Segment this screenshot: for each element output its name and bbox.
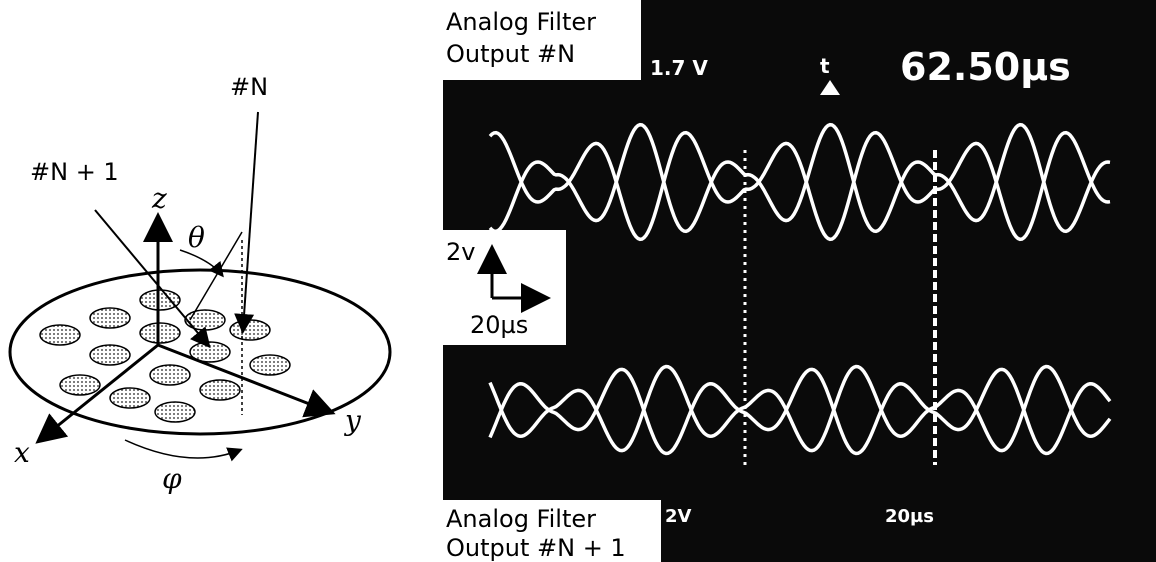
array-element xyxy=(140,323,180,343)
label-n: #N xyxy=(230,73,268,101)
volts-readout: 1.7 V xyxy=(650,56,708,80)
figure: #N #N + 1 z θ x y φ Analog Filter Output… xyxy=(0,0,1156,562)
array-element xyxy=(250,355,290,375)
label-y: y xyxy=(343,404,362,437)
array-element xyxy=(230,320,270,340)
bottom-volts: 2V xyxy=(665,506,692,527)
label-n1: #N + 1 xyxy=(30,158,119,186)
array-diagram: #N #N + 1 z θ x y φ xyxy=(10,73,390,495)
bottom-label: Output #N + 1 xyxy=(446,534,626,562)
bottom-label: Analog Filter xyxy=(446,505,596,533)
beam-n xyxy=(243,112,258,330)
elements xyxy=(40,290,290,422)
trigger: t xyxy=(820,54,830,78)
array-element xyxy=(140,290,180,310)
array-element xyxy=(185,310,225,330)
label-phi: φ xyxy=(162,462,182,495)
scale-time: 20µs xyxy=(470,311,528,339)
array-element xyxy=(200,380,240,400)
time-readout: 62.50µs xyxy=(900,45,1071,89)
label-z: z xyxy=(151,182,167,215)
bottom-time: 20µs xyxy=(885,506,934,527)
oscilloscope: Analog Filter Output #N 1.7 V t 62.50µs … xyxy=(443,0,1156,562)
array-element xyxy=(60,375,100,395)
label-theta: θ xyxy=(188,221,205,254)
scale-volts: 2v xyxy=(446,238,475,266)
array-element xyxy=(155,402,195,422)
phi-arc xyxy=(125,440,240,458)
array-element xyxy=(110,388,150,408)
label-x: x xyxy=(14,436,30,469)
array-element xyxy=(40,325,80,345)
array-element xyxy=(150,365,190,385)
array-element xyxy=(90,345,130,365)
array-element xyxy=(90,308,130,328)
top-label: Output #N xyxy=(446,40,575,68)
top-label: Analog Filter xyxy=(446,8,596,36)
